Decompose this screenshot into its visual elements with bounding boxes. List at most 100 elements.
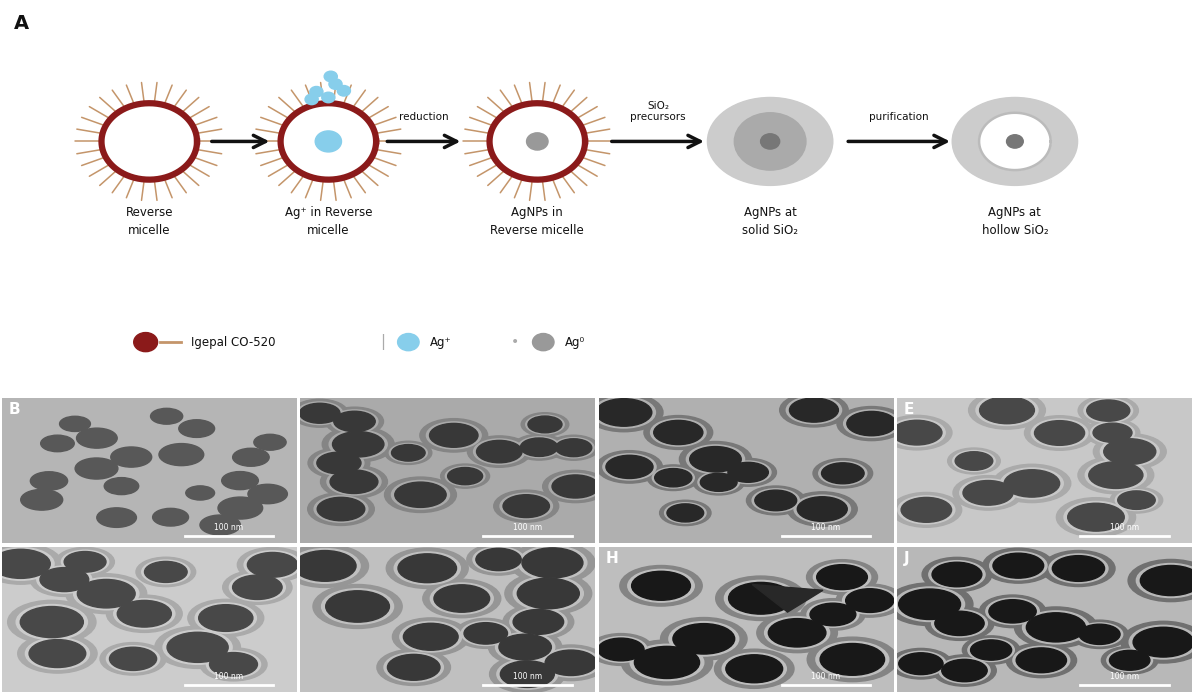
Circle shape xyxy=(144,561,187,583)
Circle shape xyxy=(794,495,850,523)
Text: C: C xyxy=(307,402,318,417)
Circle shape xyxy=(1079,624,1120,644)
Circle shape xyxy=(720,458,776,486)
Circle shape xyxy=(542,648,601,677)
Circle shape xyxy=(7,601,96,644)
Circle shape xyxy=(384,441,432,464)
Circle shape xyxy=(837,406,906,441)
Circle shape xyxy=(497,659,558,689)
Circle shape xyxy=(244,551,301,579)
Circle shape xyxy=(953,475,1023,510)
Circle shape xyxy=(813,459,873,488)
Circle shape xyxy=(394,552,461,585)
Circle shape xyxy=(522,548,583,578)
Circle shape xyxy=(1022,611,1089,644)
Ellipse shape xyxy=(953,98,1078,185)
Circle shape xyxy=(535,645,607,681)
Circle shape xyxy=(1015,607,1097,648)
Circle shape xyxy=(326,407,383,436)
Circle shape xyxy=(527,133,548,150)
Circle shape xyxy=(933,563,981,587)
Circle shape xyxy=(210,653,258,676)
Text: 100 nm: 100 nm xyxy=(811,672,841,681)
Circle shape xyxy=(1101,437,1159,466)
Circle shape xyxy=(0,543,62,584)
Circle shape xyxy=(464,623,507,644)
Text: Igepal CO-520: Igepal CO-520 xyxy=(191,336,276,349)
Circle shape xyxy=(433,585,490,612)
Circle shape xyxy=(1107,649,1152,671)
Circle shape xyxy=(1004,470,1059,497)
Circle shape xyxy=(331,410,378,433)
Circle shape xyxy=(667,504,703,522)
Text: purification: purification xyxy=(869,112,929,122)
Circle shape xyxy=(76,428,117,448)
Circle shape xyxy=(787,492,857,527)
Circle shape xyxy=(789,398,838,422)
Circle shape xyxy=(722,653,787,684)
Circle shape xyxy=(467,436,531,467)
Circle shape xyxy=(400,621,462,652)
Circle shape xyxy=(942,659,987,682)
Circle shape xyxy=(669,621,739,656)
Circle shape xyxy=(308,493,374,525)
Circle shape xyxy=(186,486,215,500)
Circle shape xyxy=(787,397,842,424)
Circle shape xyxy=(933,655,996,686)
Circle shape xyxy=(621,640,713,685)
Circle shape xyxy=(634,646,700,678)
Circle shape xyxy=(461,621,510,646)
Circle shape xyxy=(111,447,152,467)
Circle shape xyxy=(901,498,952,522)
Circle shape xyxy=(39,567,88,592)
Circle shape xyxy=(315,131,341,152)
Circle shape xyxy=(728,462,769,482)
Polygon shape xyxy=(281,103,376,180)
Circle shape xyxy=(983,548,1054,583)
Circle shape xyxy=(510,542,595,584)
Circle shape xyxy=(505,572,592,615)
Circle shape xyxy=(798,497,848,521)
Circle shape xyxy=(398,554,456,583)
Circle shape xyxy=(294,551,356,581)
Circle shape xyxy=(313,585,402,628)
Circle shape xyxy=(1137,563,1194,598)
Circle shape xyxy=(60,417,91,432)
Circle shape xyxy=(1034,421,1084,446)
Circle shape xyxy=(548,435,599,460)
Text: 100 nm: 100 nm xyxy=(214,523,244,532)
Circle shape xyxy=(597,450,663,483)
Circle shape xyxy=(620,565,702,606)
Circle shape xyxy=(1042,550,1115,587)
Circle shape xyxy=(1128,559,1194,601)
Circle shape xyxy=(836,584,904,617)
Circle shape xyxy=(882,415,952,450)
Circle shape xyxy=(734,113,806,170)
Circle shape xyxy=(248,484,288,504)
Circle shape xyxy=(679,441,751,477)
Circle shape xyxy=(595,637,647,662)
Circle shape xyxy=(198,605,253,631)
Text: D: D xyxy=(605,402,618,417)
Circle shape xyxy=(445,466,485,486)
Circle shape xyxy=(993,464,1071,502)
Circle shape xyxy=(938,658,990,683)
Circle shape xyxy=(698,472,739,493)
Circle shape xyxy=(476,548,522,571)
Circle shape xyxy=(233,575,282,599)
Circle shape xyxy=(746,486,805,515)
Circle shape xyxy=(290,549,361,583)
Circle shape xyxy=(332,432,384,457)
Circle shape xyxy=(979,113,1051,170)
Circle shape xyxy=(517,579,579,609)
Circle shape xyxy=(693,470,744,495)
Circle shape xyxy=(1140,565,1194,596)
Circle shape xyxy=(291,399,349,427)
Polygon shape xyxy=(490,103,585,180)
Ellipse shape xyxy=(708,98,833,185)
Circle shape xyxy=(1013,646,1070,674)
Circle shape xyxy=(387,655,439,680)
Circle shape xyxy=(195,603,257,633)
Circle shape xyxy=(1109,650,1150,671)
Circle shape xyxy=(533,334,554,351)
